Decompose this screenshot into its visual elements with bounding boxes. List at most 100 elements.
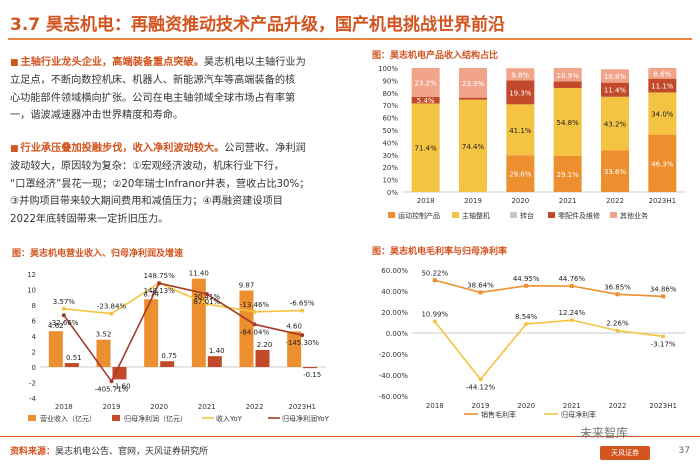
bar-revenue-label: 4.60 [286, 322, 302, 330]
legend-swatch [28, 415, 36, 421]
stack-segment [553, 155, 582, 192]
stack-segment [648, 68, 677, 79]
legend-label: 转台 [520, 211, 534, 220]
stack-segment [506, 155, 535, 192]
x-tick-label: 2019 [472, 402, 490, 410]
legend-label: 其他业务 [620, 211, 648, 220]
bar-revenue [287, 331, 302, 367]
x-tick-label: 2019 [103, 403, 121, 411]
x-tick-label: 2020 [517, 402, 535, 410]
stack-segment [648, 92, 677, 135]
stack-segment [506, 80, 535, 105]
bar-profit-label: -1.60 [112, 382, 130, 390]
y-tick-label: 30% [382, 152, 398, 160]
line-point [615, 292, 620, 297]
paragraph-1: ■ 主轴行业龙头企业，高端装备重点突破。昊志机电以主轴行业为 立足点，不断向数控机… [10, 54, 355, 125]
line-label: -44.12% [466, 383, 496, 391]
para2-highlight: 行业承压叠加投融步伐，收入净利波动较大。 [20, 143, 225, 154]
bar-revenue-label: 3.52 [96, 331, 112, 339]
stack-segment [459, 68, 487, 98]
line-net-margin [434, 319, 664, 381]
line-label: -32.66% [49, 319, 79, 327]
line-point [478, 290, 483, 295]
line-point [109, 311, 114, 316]
line-label: -3.17% [651, 340, 676, 348]
legend-label: 零配件及维修 [558, 211, 600, 220]
legend-label: 归母净利率 [561, 410, 596, 419]
y-tick-label: 6 [32, 318, 37, 326]
brand-logo: 天风证券 [600, 446, 650, 460]
y-tick-label: 10 [27, 287, 36, 295]
bar-profit [112, 367, 127, 380]
segment-label: 10.9% [557, 72, 580, 80]
line-label: 44.95% [513, 275, 540, 283]
stack-segment [601, 69, 629, 83]
line-point [157, 281, 162, 286]
line-label: -145.30% [285, 339, 319, 347]
y-tick-label: 60% [382, 115, 398, 123]
footer-label: 资料来源： [10, 447, 56, 457]
bar-profit-label: 2.20 [257, 341, 273, 349]
stack-segment [601, 96, 629, 151]
segment-label: 19.3% [509, 89, 532, 97]
bullet-icon: ■ [10, 144, 19, 154]
y-tick-label: 10% [382, 177, 398, 185]
segment-label: 74.4% [462, 143, 485, 151]
chart3-title: 图：昊志机电毛利率与归母净利率 [372, 247, 508, 257]
segment-label: 43.2% [604, 121, 627, 129]
y-tick-label: 90% [382, 77, 398, 85]
bar-revenue [144, 299, 159, 367]
para2-line-4: 2022年底转固带来一定折旧压力。 [10, 213, 169, 225]
page-number: 37 [678, 446, 690, 456]
legend-label: 营业收入（亿元） [40, 414, 96, 423]
line-point [524, 322, 529, 327]
legend-swatch [610, 212, 617, 218]
line-revenue-yoy [63, 282, 303, 315]
bar-revenue-label: 8.74 [143, 290, 159, 298]
x-tick-label: 2022 [609, 402, 627, 410]
stack-segment [411, 68, 440, 97]
bar-revenue [96, 339, 111, 367]
line-point [615, 328, 620, 333]
bar-profit [207, 356, 222, 367]
segment-label: 33.6% [604, 168, 627, 176]
segment-label: 9.8% [511, 71, 529, 79]
para1-highlight: 主轴行业龙头企业，高端装备重点突破。 [20, 57, 204, 68]
x-tick-label: 2021 [559, 197, 577, 205]
y-tick-label: 0.00% [386, 330, 409, 338]
y-tick-label: 0% [387, 189, 398, 197]
segment-label: 71.4% [415, 145, 438, 153]
line-point [478, 377, 483, 382]
stack-segment [459, 97, 487, 100]
watermark: 未来智库 [580, 426, 629, 440]
line-label: 148.75% [144, 272, 175, 280]
legend-label: 归母净利润（亿元） [124, 414, 187, 423]
line-label: 34.86% [650, 285, 677, 293]
y-tick-label: 40% [382, 139, 398, 147]
line-point [569, 318, 574, 323]
x-tick-label: 2020 [150, 403, 168, 411]
chart3-margins: -60.00% -40.00% -20.00% 0.00% 20.00% 40.00% 60… [379, 267, 686, 419]
bar-profit [160, 361, 175, 367]
line-label: 10.99% [421, 310, 448, 318]
line-point [432, 319, 437, 324]
line-point [61, 306, 66, 311]
line-gross-margin [434, 279, 664, 298]
segment-label: 10.8% [604, 73, 627, 81]
x-tick-label: 2023H1 [288, 403, 316, 411]
segment-label: 8.6% [653, 70, 671, 78]
bar-profit-label: 1.40 [209, 347, 225, 355]
line-label: -23.84% [97, 303, 127, 311]
legend-label: 运动控制产品 [398, 211, 440, 220]
y-tick-label: 20.00% [381, 309, 408, 317]
bar-revenue-label: 9.87 [239, 282, 255, 290]
line-label: -6.65% [290, 300, 315, 308]
x-tick-label: 2021 [563, 402, 581, 410]
x-tick-label: 2022 [246, 403, 264, 411]
y-tick-label: 4 [32, 333, 37, 341]
segment-label: 11.4% [604, 87, 627, 95]
para1-line-1: 立足点，不断向数控机床、机器人、新能源汽车等高端装备的核 [10, 75, 296, 87]
y-tick-label: 0 [32, 364, 36, 372]
line-label: 12.24% [558, 309, 585, 317]
line-label: 30.41% [193, 293, 220, 301]
